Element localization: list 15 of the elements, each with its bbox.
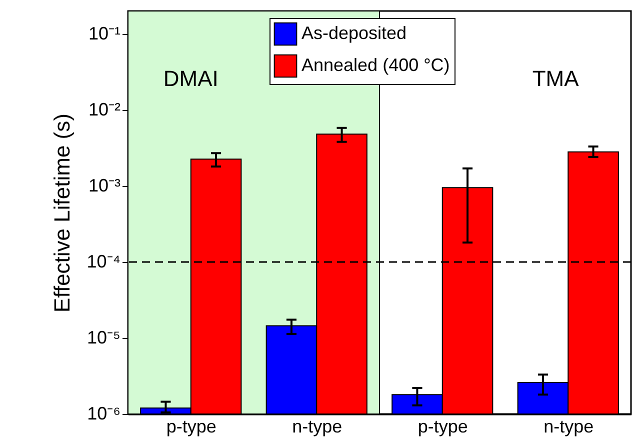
y-tick-label: 10⁻⁴ xyxy=(86,251,120,272)
y-tick-label: 10⁻⁶ xyxy=(87,404,120,424)
x-tick-label: n-type xyxy=(292,416,342,436)
band-label: DMAI xyxy=(163,66,218,91)
annotation: TMA xyxy=(532,66,580,91)
y-tick-label: 10⁻² xyxy=(88,99,121,120)
y-axis-title: Effective Lifetime (s) xyxy=(50,114,75,312)
legend-label: Annealed (400 °C) xyxy=(302,55,450,75)
y-tick-label: 10⁻³ xyxy=(88,175,121,196)
y-tick-label: 10⁻¹ xyxy=(88,23,121,44)
x-tick-label: n-type xyxy=(544,416,594,436)
x-tick-label: p-type xyxy=(418,416,468,436)
y-tick-label: 10⁻⁵ xyxy=(87,327,120,348)
legend-label: As-deposited xyxy=(302,23,407,43)
x-tick-label: p-type xyxy=(166,416,216,436)
